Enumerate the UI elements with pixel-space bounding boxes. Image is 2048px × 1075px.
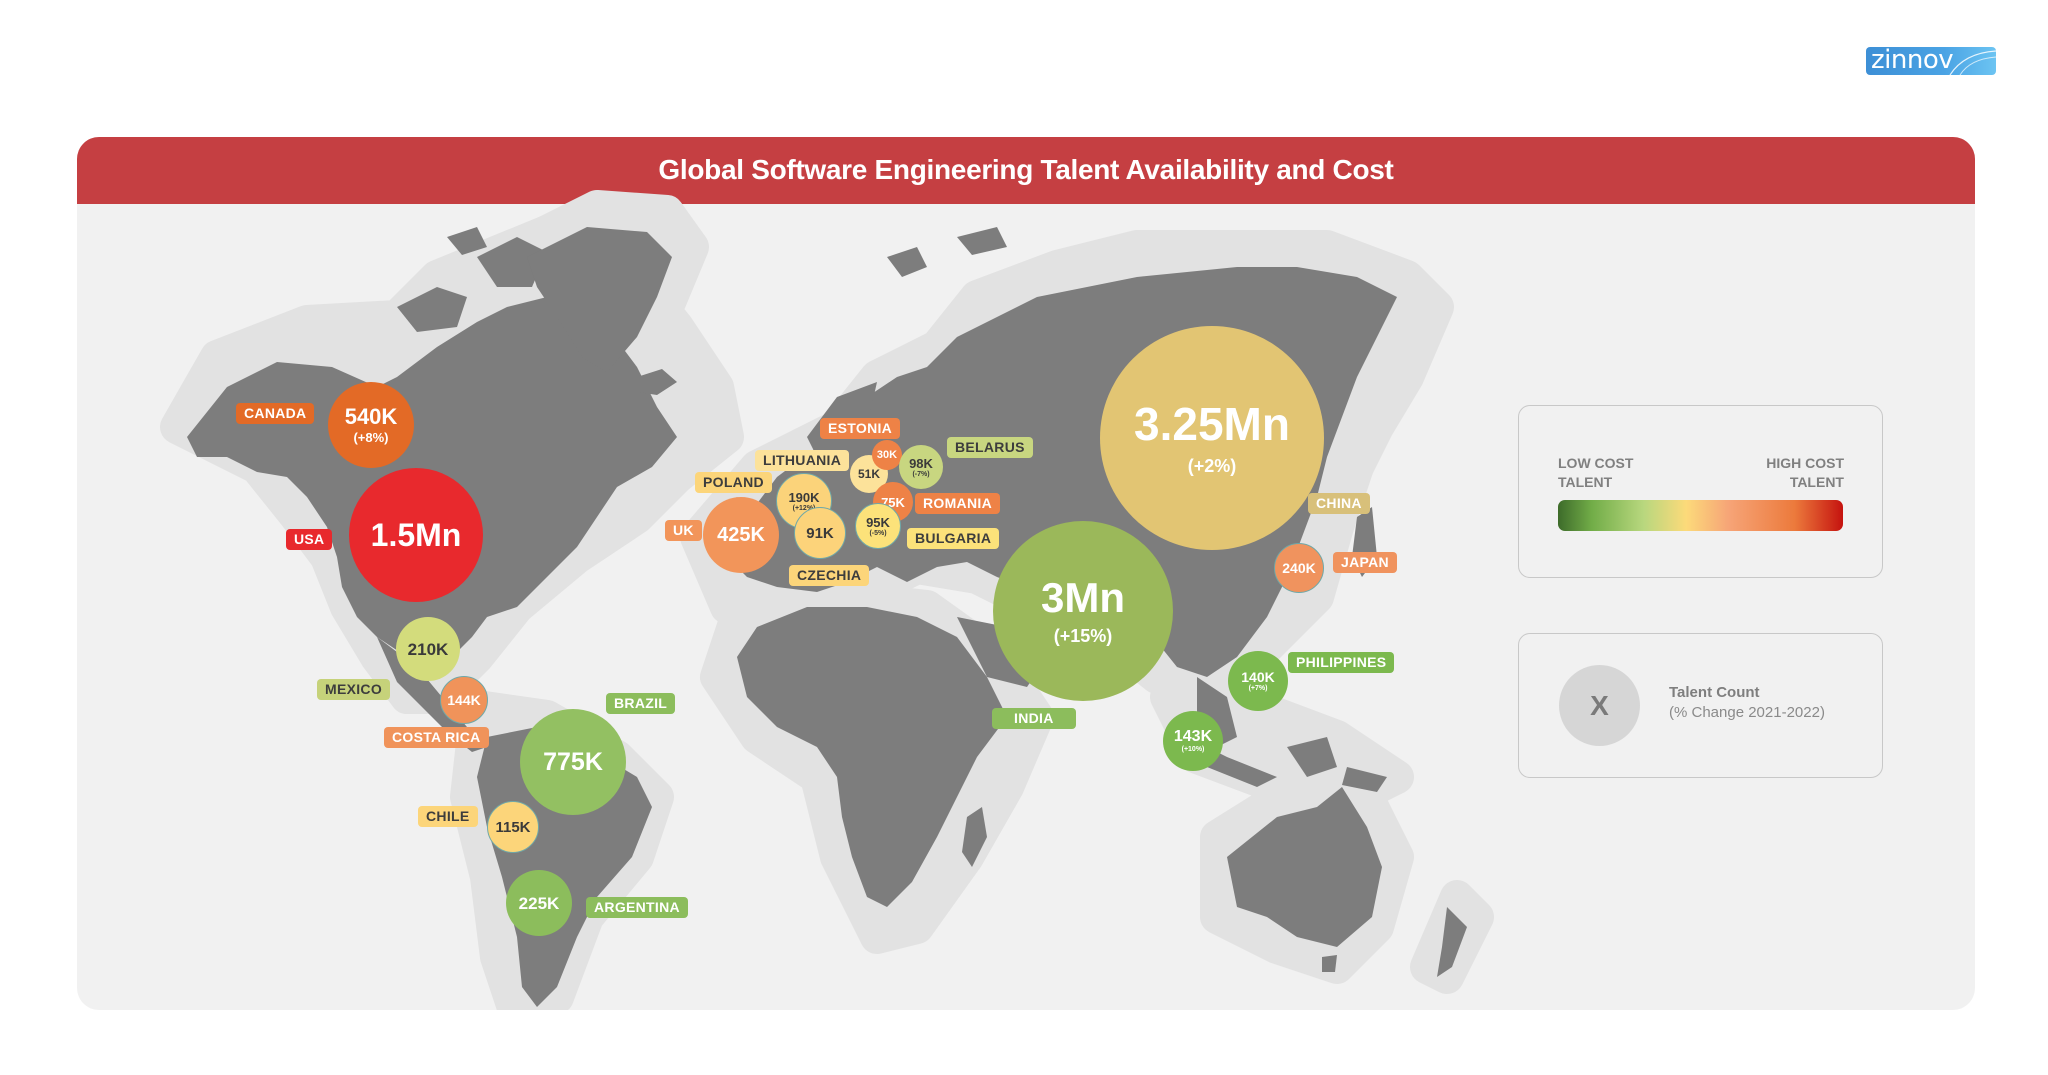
country-label-lithuania: LITHUANIA bbox=[755, 450, 850, 471]
talent-change: (+10%) bbox=[1181, 746, 1205, 753]
infographic-panel: Global Software Engineering Talent Avail… bbox=[77, 137, 1975, 1010]
talent-bubble-brazil[interactable]: 775K bbox=[520, 709, 626, 815]
talent-value: 425K bbox=[717, 524, 765, 546]
bubble-key-subtitle: (% Change 2021-2022) bbox=[1669, 704, 1825, 721]
high-cost-line1: HIGH COST bbox=[1766, 455, 1844, 471]
bubble-key-title: Talent Count bbox=[1669, 684, 1760, 701]
talent-change: (+8%) bbox=[353, 430, 389, 445]
high-cost-label: HIGH COST TALENT bbox=[1766, 454, 1844, 492]
high-cost-line2: TALENT bbox=[1789, 474, 1844, 490]
cost-legend: LOW COST TALENT HIGH COST TALENT bbox=[1518, 405, 1883, 578]
talent-change: (-7%) bbox=[912, 470, 930, 478]
talent-bubble-india[interactable]: 3Mn (+15%) bbox=[993, 521, 1173, 701]
country-label-china: CHINA bbox=[1308, 493, 1370, 514]
title-bar: Global Software Engineering Talent Avail… bbox=[77, 137, 1975, 204]
talent-bubble-japan[interactable]: 240K bbox=[1274, 543, 1324, 593]
talent-bubble-chile[interactable]: 115K bbox=[487, 801, 539, 853]
talent-value: 98K bbox=[909, 455, 933, 471]
country-label-usa: USA bbox=[286, 529, 333, 550]
talent-bubble-indonesia[interactable]: 143K (+10%) bbox=[1163, 711, 1223, 771]
country-label-india: INDIA bbox=[992, 708, 1076, 729]
talent-change: (+7%) bbox=[1248, 685, 1268, 692]
talent-bubble-bulgaria[interactable]: 95K (-5%) bbox=[855, 503, 901, 549]
talent-value: 140K bbox=[1241, 669, 1275, 685]
talent-value: 240K bbox=[1282, 560, 1316, 576]
cost-gradient-bar bbox=[1558, 500, 1843, 531]
low-cost-label: LOW COST TALENT bbox=[1558, 454, 1633, 492]
talent-bubble-philippines[interactable]: 140K (+7%) bbox=[1228, 651, 1288, 711]
talent-change: (+2%) bbox=[1187, 456, 1237, 476]
zinnov-logo: zinnov bbox=[1866, 47, 1996, 75]
bubble-key-symbol: X bbox=[1590, 689, 1609, 721]
talent-value: 190K bbox=[788, 489, 820, 505]
page-title: Global Software Engineering Talent Avail… bbox=[658, 154, 1394, 185]
country-label-canada: CANADA bbox=[236, 403, 315, 424]
talent-bubble-mexico[interactable]: 210K bbox=[396, 617, 460, 681]
logo-swoosh-icon bbox=[1949, 50, 1996, 75]
talent-value: 51K bbox=[857, 467, 880, 481]
talent-bubble-estonia[interactable]: 30K bbox=[872, 440, 902, 470]
talent-value: 144K bbox=[447, 692, 481, 708]
talent-change: (+15%) bbox=[1053, 626, 1113, 646]
country-label-japan: JAPAN bbox=[1333, 552, 1397, 573]
country-label-philippines: PHILIPPINES bbox=[1288, 652, 1395, 673]
talent-value: 3Mn bbox=[1041, 574, 1125, 621]
talent-bubble-costa-rica[interactable]: 144K bbox=[440, 676, 488, 724]
talent-bubble-belarus[interactable]: 98K (-7%) bbox=[899, 445, 943, 489]
low-cost-line1: LOW COST bbox=[1558, 455, 1634, 471]
talent-bubble-czechia[interactable]: 91K bbox=[794, 507, 846, 559]
talent-value: 775K bbox=[543, 747, 603, 776]
talent-value: 1.5Mn bbox=[370, 517, 462, 553]
talent-bubble-uk[interactable]: 425K bbox=[703, 497, 779, 573]
country-label-uk: UK bbox=[665, 520, 702, 541]
country-label-estonia: ESTONIA bbox=[820, 418, 901, 439]
country-label-argentina: ARGENTINA bbox=[586, 897, 688, 918]
talent-value: 91K bbox=[806, 524, 834, 542]
country-label-romania: ROMANIA bbox=[915, 493, 1000, 514]
logo-text: zinnov bbox=[1871, 47, 1954, 75]
talent-value: 95K bbox=[866, 514, 890, 530]
country-label-bulgaria: BULGARIA bbox=[907, 528, 1000, 549]
bubble-size-legend: X Talent Count (% Change 2021-2022) bbox=[1518, 633, 1883, 778]
low-cost-line2: TALENT bbox=[1558, 474, 1613, 490]
talent-value: 30K bbox=[876, 448, 898, 461]
talent-bubble-usa[interactable]: 1.5Mn bbox=[349, 468, 483, 602]
country-label-belarus: BELARUS bbox=[947, 437, 1033, 458]
talent-bubble-argentina[interactable]: 225K bbox=[506, 870, 572, 936]
country-label-costa-rica: COSTA RICA bbox=[384, 727, 489, 748]
country-label-mexico: MEXICO bbox=[317, 679, 391, 700]
country-label-chile: CHILE bbox=[418, 806, 478, 827]
talent-bubble-canada[interactable]: 540K (+8%) bbox=[328, 382, 414, 468]
talent-value: 225K bbox=[518, 893, 560, 913]
bubble-key-circle: X bbox=[1559, 665, 1640, 746]
country-label-brazil: BRAZIL bbox=[606, 693, 676, 714]
talent-value: 540K bbox=[344, 404, 398, 429]
talent-value: 210K bbox=[407, 639, 449, 659]
talent-change: (+12%) bbox=[792, 504, 816, 512]
country-label-czechia: CZECHIA bbox=[789, 565, 870, 586]
talent-value: 3.25Mn bbox=[1134, 398, 1290, 450]
talent-value: 143K bbox=[1173, 728, 1213, 745]
talent-bubble-china[interactable]: 3.25Mn (+2%) bbox=[1100, 326, 1324, 550]
talent-change: (-5%) bbox=[869, 529, 887, 537]
country-label-poland: POLAND bbox=[695, 472, 772, 493]
talent-value: 115K bbox=[495, 818, 531, 836]
